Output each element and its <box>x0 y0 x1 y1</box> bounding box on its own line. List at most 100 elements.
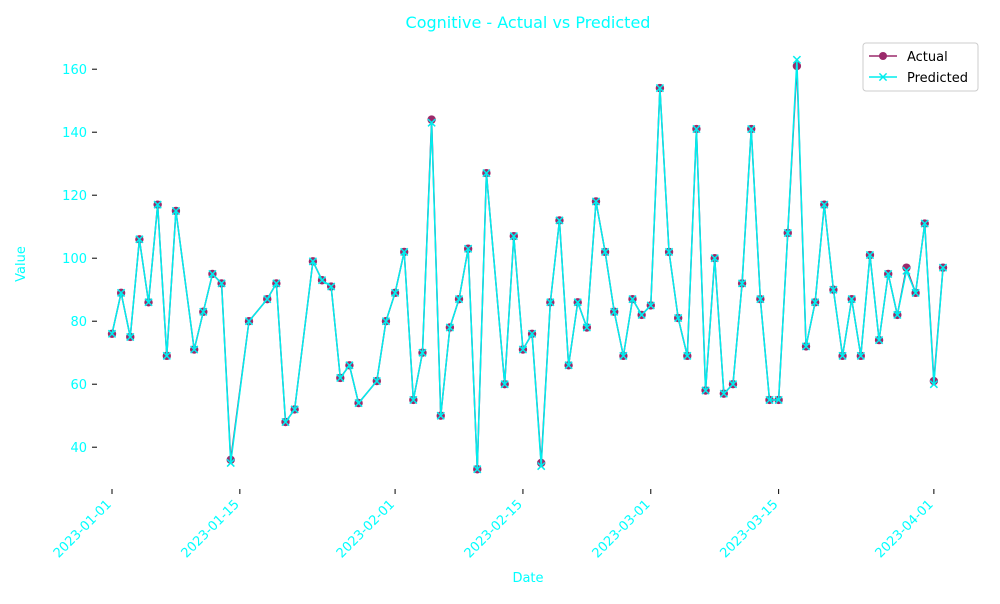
predicted-point <box>500 380 509 389</box>
predicted-point <box>482 169 491 178</box>
series-actual <box>107 61 948 474</box>
predicted-point <box>637 310 646 320</box>
y-tick-label: 60 <box>70 378 87 393</box>
predicted-point <box>884 269 893 279</box>
predicted-point <box>527 329 537 338</box>
predicted-point <box>701 386 710 395</box>
predicted-point <box>856 351 865 360</box>
predicted-point <box>290 405 299 414</box>
predicted-point <box>865 250 875 260</box>
predicted-point <box>244 317 254 326</box>
predicted-point <box>327 282 336 291</box>
legend-marker-predicted <box>878 72 888 82</box>
predicted-point <box>811 298 820 307</box>
predicted-point <box>381 317 391 326</box>
predicted-point <box>190 345 199 354</box>
predicted-point <box>664 247 674 257</box>
y-tick-label: 80 <box>70 315 87 330</box>
predicted-point <box>674 313 683 323</box>
x-tick-label: 2023-03-01 <box>590 497 654 561</box>
predicted-point <box>619 351 628 360</box>
predicted-point <box>929 380 938 389</box>
y-tick-label: 40 <box>70 441 87 456</box>
predicted-point <box>710 254 719 263</box>
chart-title: Cognitive - Actual vs Predicted <box>406 13 651 32</box>
y-tick-label: 120 <box>62 189 87 204</box>
predicted-point <box>747 124 756 134</box>
predicted-point <box>126 332 135 342</box>
predicted-point <box>829 285 838 294</box>
predicted-point <box>509 232 518 241</box>
predicted-point <box>591 197 601 206</box>
predicted-point <box>464 244 473 253</box>
x-tick-label: 2023-02-15 <box>462 497 526 561</box>
series-predicted <box>107 55 948 474</box>
predicted-point <box>537 461 546 471</box>
predicted-point <box>555 216 564 225</box>
predicted-point <box>436 411 445 420</box>
predicted-point <box>692 124 701 134</box>
predicted-point <box>920 219 929 228</box>
predicted-point <box>272 279 281 288</box>
predicted-point <box>308 257 318 266</box>
x-tick-label: 2023-03-15 <box>717 497 781 561</box>
predicted-point <box>427 118 436 127</box>
predicted-point <box>217 279 226 288</box>
predicted-point <box>208 269 217 279</box>
legend-box <box>862 42 979 92</box>
predicted-point <box>719 389 728 398</box>
predicted-point <box>153 200 162 209</box>
predicted-point <box>445 323 455 332</box>
predicted-point <box>765 395 774 405</box>
predicted-point <box>801 342 811 351</box>
predicted-point <box>838 351 847 360</box>
y-tick-label: 160 <box>62 63 87 78</box>
predicted-point <box>336 373 345 383</box>
predicted-point <box>756 295 765 304</box>
predicted-point <box>938 263 948 272</box>
predicted-point <box>281 417 290 427</box>
predicted-point <box>847 295 856 304</box>
predicted-line <box>111 59 944 470</box>
predicted-point <box>171 206 181 216</box>
predicted-point <box>911 288 920 297</box>
series-layer <box>107 55 948 474</box>
predicted-point <box>390 288 400 297</box>
predicted-point <box>418 348 427 357</box>
predicted-point <box>199 307 208 316</box>
predicted-point <box>518 345 528 354</box>
predicted-point <box>454 295 464 304</box>
predicted-point <box>774 395 783 405</box>
predicted-point <box>655 83 665 93</box>
predicted-point <box>582 323 591 332</box>
predicted-point <box>728 380 738 389</box>
predicted-point <box>263 295 272 304</box>
predicted-point <box>409 395 418 405</box>
predicted-point <box>144 298 153 307</box>
predicted-point <box>683 351 692 360</box>
predicted-point <box>473 465 482 474</box>
predicted-point <box>792 55 802 64</box>
y-tick-label: 140 <box>62 126 87 141</box>
x-tick-label: 2023-04-01 <box>873 497 937 561</box>
predicted-point <box>893 310 902 320</box>
predicted-point <box>646 301 655 310</box>
legend-label-actual: Actual <box>907 50 948 65</box>
predicted-point <box>820 200 829 209</box>
legend-label-predicted: Predicted <box>907 71 968 86</box>
predicted-point <box>162 351 171 360</box>
x-tick-label: 2023-02-01 <box>334 497 398 561</box>
y-tick-label: 100 <box>62 252 87 267</box>
predicted-point <box>317 276 327 285</box>
predicted-point <box>610 307 619 316</box>
predicted-point <box>372 376 381 386</box>
predicted-point <box>573 298 582 307</box>
x-tick-label: 2023-01-01 <box>51 497 115 561</box>
predicted-point <box>600 247 610 257</box>
x-axis: 2023-01-01 2023-01-15 2023-02-01 2023-02-15… <box>51 489 937 561</box>
predicted-point <box>783 228 792 238</box>
predicted-point <box>117 288 126 297</box>
predicted-point <box>546 298 555 307</box>
predicted-point <box>564 361 573 370</box>
